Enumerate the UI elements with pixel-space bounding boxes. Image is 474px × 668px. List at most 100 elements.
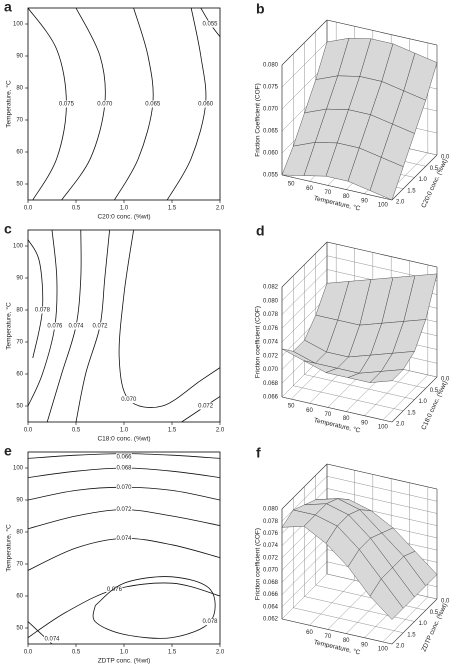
z-tick-label: 0.074 (263, 543, 279, 549)
z-tick-label: 0.080 (263, 298, 279, 304)
surface-patch (369, 578, 404, 620)
z-tick-label: 0.080 (263, 63, 279, 69)
z-tick-label: 0.062 (263, 617, 279, 623)
y-axis-label: Temperature, °C (5, 524, 13, 572)
z-tick-label: 0.072 (263, 555, 279, 561)
y-tick-label: 1.0 (419, 399, 428, 405)
y-tick-label: 60 (16, 372, 23, 378)
y-tick-label: 1.5 (407, 188, 416, 194)
contour-label: 0.070 (97, 102, 113, 108)
label-bg (144, 100, 161, 108)
grid-line (293, 385, 404, 411)
y-tick-label: 0.5 (430, 166, 439, 172)
y-tick-label: 60 (16, 150, 23, 156)
x-tick-label: 1.5 (168, 650, 177, 656)
x-axis-label: C18:0 conc. (%wt) (97, 436, 150, 443)
z-tick-label: 0.075 (263, 85, 279, 91)
label-bg (46, 322, 63, 330)
x-tick-label: 2.0 (216, 650, 225, 656)
grid-line (315, 585, 426, 611)
box-edge (326, 19, 438, 46)
y-tick-label: 0.0 (441, 377, 450, 383)
plot-frame (27, 7, 221, 201)
contour-line (28, 621, 53, 644)
y-tick-label: 0.5 (430, 610, 439, 616)
x-tick-label: 90 (361, 642, 368, 648)
y-tick-label: 70 (16, 340, 23, 346)
box-edge (281, 241, 328, 288)
x-tick-label: 0.0 (24, 206, 33, 212)
contour-line (92, 576, 216, 639)
y-tick-label: 2.0 (396, 644, 405, 650)
y-tick-label: 100 (13, 244, 24, 250)
y-tick-label: 100 (13, 466, 24, 472)
x-tick-label: 90 (361, 198, 368, 204)
contour-label: 0.072 (116, 507, 132, 513)
label-bg (68, 322, 84, 330)
y-tick-label: 100 (13, 22, 24, 28)
y-tick-label: 2.0 (396, 422, 405, 428)
contour-label: 0.066 (116, 455, 132, 461)
contour-label: 0.072 (198, 404, 214, 410)
y-tick-label: 80 (16, 86, 23, 92)
surface-patch (369, 369, 404, 383)
label-bg (202, 20, 218, 28)
z-tick-label: 0.060 (263, 151, 279, 157)
panel-letter: f (256, 445, 261, 461)
x-tick-label: 2.0 (216, 428, 225, 434)
label-bg (34, 306, 51, 314)
box-edge (391, 376, 438, 423)
x-tick-label: 50 (288, 182, 295, 188)
x-tick-label: 60 (306, 630, 313, 636)
contours: 0.066 0.068 0.070 0.072 0.074 0.076 0.078 0.074 (28, 453, 220, 644)
contour-line (28, 230, 58, 407)
y-axis-label: Temperature, °C (5, 80, 13, 128)
box-edge (281, 396, 393, 423)
grid-line (326, 488, 438, 514)
z-axis-label: Friction Coefficient (COF) (255, 83, 262, 157)
grid-line (326, 476, 438, 502)
y-tick-label: 0.0 (441, 155, 450, 161)
contour-label: 0.055 (202, 22, 218, 28)
z-tick-label: 0.076 (263, 531, 279, 537)
grid-line (293, 607, 404, 633)
y-tick-label: 1.0 (419, 177, 428, 183)
x-axis-label: Temperature, °C (313, 194, 361, 213)
x-tick-label: 0.5 (72, 428, 81, 434)
x-tick-label: 60 (306, 186, 313, 192)
label-bg (116, 483, 132, 491)
z-tick-label: 0.068 (263, 381, 279, 387)
label-bg (58, 100, 75, 108)
contours: 0.078 0.076 0.074 0.072 0.070 0.072 (28, 230, 220, 422)
x-tick-label: 100 (378, 202, 389, 208)
y-tick-label: 70 (16, 118, 23, 124)
surface-patch (369, 157, 404, 201)
plot-frame (27, 451, 221, 645)
y-tick-label: 50 (16, 182, 23, 188)
box-edge (326, 241, 438, 268)
grid-line (304, 374, 415, 400)
box-edge (281, 618, 393, 645)
z-tick-label: 0.080 (263, 507, 279, 513)
y-tick-label: 90 (16, 276, 23, 282)
label-bg (44, 635, 60, 643)
x-tick-label: 80 (343, 194, 350, 200)
panel-letter: a (4, 0, 12, 15)
y-tick-label: 0.0 (441, 599, 450, 605)
x-axis-label: C20:0 conc. (%wt) (97, 214, 150, 221)
label-bg (120, 396, 137, 404)
x-tick-label: 0.5 (72, 650, 81, 656)
contour-label: 0.068 (116, 466, 132, 472)
x-tick-label: 1.5 (168, 206, 177, 212)
z-tick-label: 0.065 (263, 129, 279, 135)
label-bg (116, 506, 132, 514)
panel-letter: d (256, 223, 265, 239)
x-tick-label: 80 (343, 416, 350, 422)
contour-label: 0.070 (116, 485, 132, 491)
x-tick-label: 0.0 (24, 428, 33, 434)
x-tick-label: 100 (378, 424, 389, 430)
label-bg (197, 100, 214, 108)
label-bg (92, 322, 108, 330)
z-tick-label: 0.070 (263, 107, 279, 113)
label-bg (116, 464, 132, 472)
